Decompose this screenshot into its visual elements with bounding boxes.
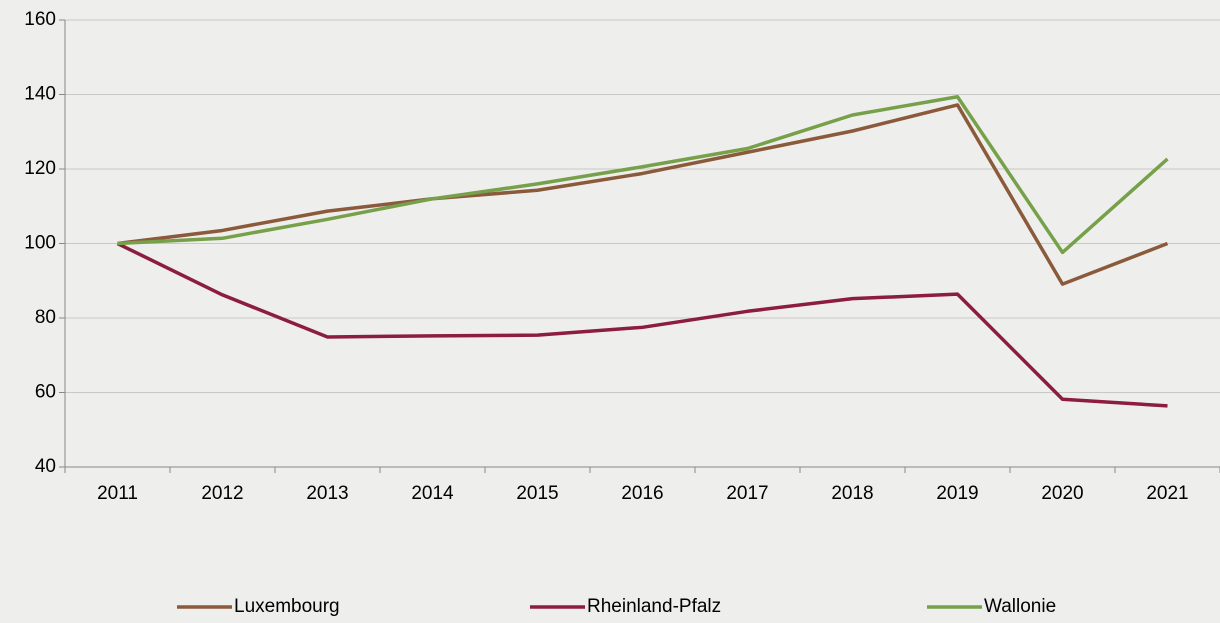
x-tick-label: 2014 (411, 483, 454, 504)
legend-label: Rheinland-Pfalz (587, 596, 721, 617)
line-series (116, 241, 1168, 408)
x-tick-label: 2021 (1146, 483, 1188, 504)
line-series (117, 103, 1169, 286)
y-tick-label: 120 (24, 158, 56, 179)
x-tick-label: 2020 (1041, 483, 1083, 504)
x-tick-label: 2012 (201, 483, 243, 504)
y-tick-label: 140 (24, 84, 56, 105)
line-series (117, 94, 1169, 255)
x-tick-label: 2017 (726, 483, 768, 504)
x-tick-label: 2019 (936, 483, 978, 504)
y-tick-label: 40 (35, 456, 56, 477)
y-tick-label: 60 (35, 382, 56, 403)
y-tick-label: 160 (24, 9, 56, 30)
y-tick-label: 80 (35, 307, 56, 328)
x-tick-label: 2016 (621, 483, 663, 504)
x-tick-label: 2013 (306, 483, 348, 504)
x-tick-label: 2015 (516, 483, 558, 504)
y-tick-label: 100 (24, 233, 56, 254)
legend-label: Wallonie (984, 596, 1056, 617)
legend-label: Luxembourg (234, 596, 340, 617)
x-tick-label: 2011 (97, 483, 138, 504)
x-tick-label: 2018 (831, 483, 873, 504)
